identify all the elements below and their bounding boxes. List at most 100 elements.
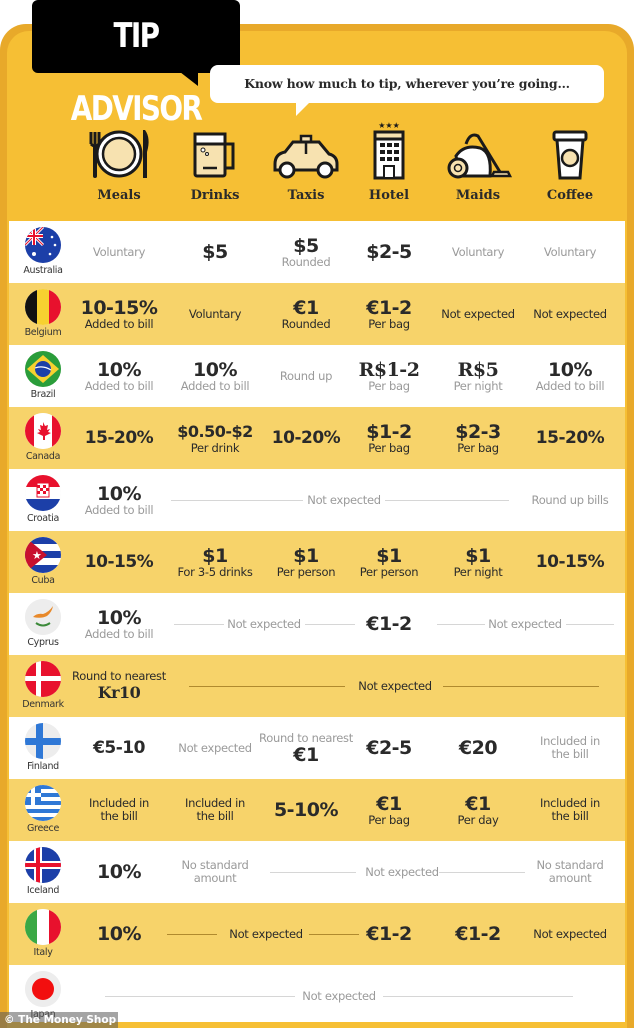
tip-value: 15-20%	[84, 428, 154, 448]
tip-note: Per bag	[368, 812, 410, 827]
tip-note: Per day	[457, 812, 499, 827]
meals-cell: 15-20%	[69, 407, 169, 469]
tip-note: Per night	[453, 564, 503, 579]
country-cell: ★ Cuba	[23, 537, 63, 586]
japan-flag-icon	[25, 971, 61, 1007]
meals-cell: 10% Added to bill	[69, 345, 169, 407]
meals-cell: 10%	[69, 841, 169, 903]
span-line	[174, 624, 224, 625]
country-cell: Greece	[23, 785, 63, 834]
span-line	[305, 624, 355, 625]
country-cell: Brazil	[23, 351, 63, 400]
tip-value: 10-15%	[80, 296, 158, 319]
denmark-flag-icon	[25, 661, 61, 697]
tip-value: €1-2	[366, 923, 412, 945]
tip-value: €1	[293, 743, 319, 766]
tip-value: Not expected	[533, 306, 607, 321]
span-line	[309, 934, 359, 935]
drinks-cell: No standard amount	[180, 841, 250, 903]
tip-value: Included in the bill	[539, 796, 600, 823]
table-row-cyprus: Cyprus 10% Added to bill Not expected €1-…	[9, 593, 625, 655]
span-line	[437, 624, 485, 625]
hotel-cell: $1-2 Per bag	[339, 407, 439, 469]
maids-cell: $1 Per night	[428, 531, 528, 593]
tip-note: Per person	[359, 564, 419, 579]
tip-value: €1-2	[366, 296, 412, 319]
coffee-cell: Voluntary	[520, 221, 620, 283]
coffee-cell: Not expected	[520, 903, 620, 965]
taxis-cell: $1 Per person	[256, 531, 356, 593]
tip-note: Added to bill	[84, 316, 154, 331]
table-row-greece: Greece Included in the bill Included in …	[9, 779, 625, 841]
span-line	[385, 500, 509, 501]
tip-note: Added to bill	[84, 626, 154, 641]
hotel-cell: €1-2 Per bag	[339, 283, 439, 345]
cuba-flag-icon: ★	[25, 537, 61, 573]
tip-note: Added to bill	[180, 378, 250, 393]
table-row-denmark: Denmark Round to nearest Kr10 Not expecte…	[9, 655, 625, 717]
tip-value: Not expected	[178, 740, 252, 755]
tip-value: Included in the bill	[88, 796, 149, 823]
meals-cell: Round to nearest Kr10	[69, 655, 169, 717]
country-name: Brazil	[30, 389, 56, 400]
tip-note: Per night	[453, 378, 503, 393]
category-label: Taxis	[287, 188, 325, 203]
category-coffee: Coffee	[525, 128, 615, 203]
taxis-cell: Round to nearest €1	[256, 717, 356, 779]
finland-flag-icon	[25, 723, 61, 759]
tip-value: $1	[465, 544, 491, 567]
tip-value: 10%	[193, 358, 237, 381]
table-row-finland: Finland €5-10 Not expected Round to near…	[9, 717, 625, 779]
tip-note: Rounded	[281, 254, 331, 269]
tip-note: Round to nearest	[259, 730, 353, 745]
tip-value: €1	[376, 792, 402, 815]
table-row-cuba: ★ Cuba 10-15% $1 For 3-5 drinks $1 Per per…	[9, 531, 625, 593]
span-line	[171, 500, 303, 501]
tip-value: R$1-2	[358, 358, 420, 381]
maids-cell: R$5 Per night	[428, 345, 528, 407]
category-label: Meals	[97, 188, 141, 203]
country-cell: Italy	[23, 909, 63, 958]
tip-note: For 3-5 drinks	[177, 564, 253, 579]
span-value: Not expected	[358, 679, 432, 693]
australia-flag-icon	[25, 227, 61, 263]
tip-value: $1-2	[366, 420, 412, 443]
tip-value: Voluntary	[92, 244, 146, 259]
drinks-cell: $1 For 3-5 drinks	[165, 531, 265, 593]
maids-cell: €1-2	[428, 903, 528, 965]
tip-value: 10%	[97, 482, 141, 505]
coffee-cell: 15-20%	[520, 407, 620, 469]
tagline-bubble: Know how much to tip, wherever you’re go…	[210, 65, 604, 103]
category-label: Hotel	[368, 188, 410, 203]
maids-cell: Voluntary	[428, 221, 528, 283]
country-cell: Australia	[23, 227, 63, 276]
hotel-cell: €1 Per bag	[339, 779, 439, 841]
span-value: Not expected	[302, 989, 376, 1003]
table-row-belgium: Belgium 10-15% Added to bill Voluntary €1…	[9, 283, 625, 345]
country-cell: Finland	[23, 723, 63, 772]
drinks-cell: $0.50-$2 Per drink	[165, 407, 265, 469]
tagline-speech-tail	[296, 102, 310, 116]
span-line	[566, 624, 614, 625]
country-cell: Cyprus	[23, 599, 63, 648]
tip-value: $1	[293, 544, 319, 567]
meals-cell: 10-15%	[69, 531, 169, 593]
tip-note: Added to bill	[535, 378, 605, 393]
country-cell: Denmark	[22, 661, 64, 710]
taxis-cell: Round up	[256, 345, 356, 407]
tip-value: 10-15%	[535, 552, 605, 572]
span-line	[443, 686, 599, 687]
country-cell: Croatia	[23, 475, 63, 524]
meals-cell: Included in the bill	[79, 779, 159, 841]
country-name: Australia	[23, 265, 63, 276]
country-cell: Iceland	[23, 847, 63, 896]
tip-value: R$5	[457, 358, 499, 381]
svg-text:★★★: ★★★	[378, 121, 400, 130]
drinks-cell: Voluntary	[165, 283, 265, 345]
tip-value: 5-10%	[273, 799, 339, 821]
drinks-cell: Not expected	[165, 717, 265, 779]
copyright-watermark: © The Money Shop	[0, 1012, 118, 1028]
tip-value: Not expected	[533, 926, 607, 941]
hotel-cell: R$1-2 Per bag	[339, 345, 439, 407]
hotel-cell: €2-5	[339, 717, 439, 779]
